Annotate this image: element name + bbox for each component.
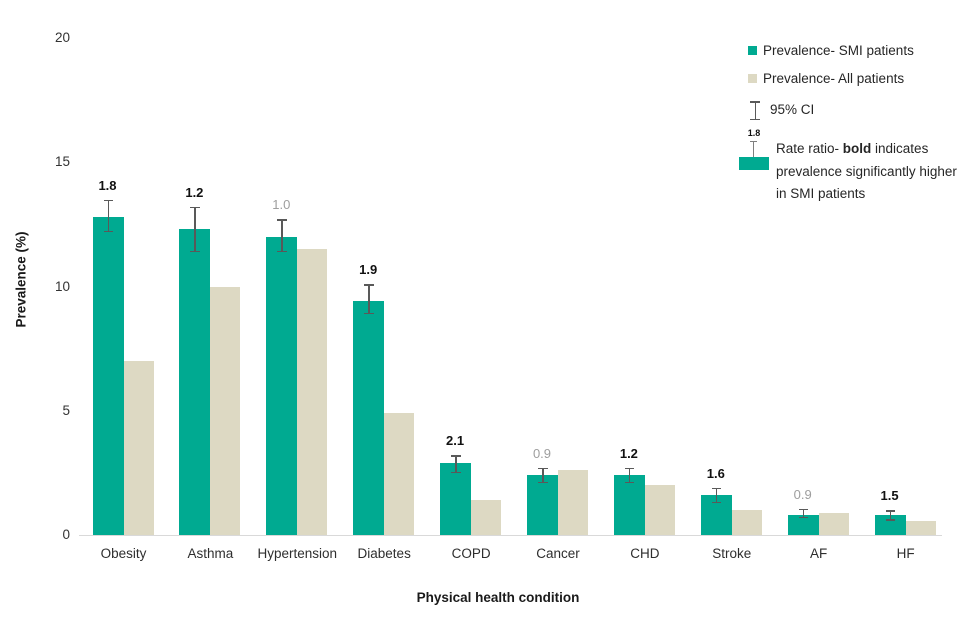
bar-all-obesity [123,361,154,535]
ci-label: 95% CI [770,102,815,117]
error-bar-cap-top [451,455,461,457]
legend-item-all: Prevalence- All patients [748,71,904,86]
bar-all-hf [905,521,936,535]
error-bar-cap-bottom [277,250,287,253]
y-tick-label: 15 [54,154,70,170]
error-bar-cap-top [277,219,287,221]
error-bar-asthma [194,206,196,252]
error-bar-cap-bottom [451,471,461,474]
bar-all-asthma [210,286,241,535]
x-tick-label: Hypertension [257,546,338,561]
rate-ratio-note: Rate ratio- bold indicates prevalence si… [776,141,957,201]
error-bar-obesity [107,199,109,232]
bar-smi-asthma [179,229,211,535]
error-bar-cap-bottom [190,250,200,253]
x-tick-label: CHD [630,546,660,561]
error-bar-hf [889,510,892,521]
bar-smi-chd [613,475,645,535]
rate-ratio-example-value: 1.8 [747,128,761,138]
error-bar-cap-top [711,487,722,490]
error-bar-cap-top [624,467,635,470]
x-axis-title: Physical health condition [416,590,580,605]
bar-all-cancer [558,470,588,535]
error-bar-chd [628,467,631,483]
error-bar-cap-top [190,206,200,209]
error-bar-cancer [542,467,544,483]
error-bar-af [802,508,805,518]
bar-smi-hf [874,515,906,535]
bar-all-hypertension [297,249,328,535]
error-bar-cap-bottom [885,519,896,521]
error-bar-hypertension [281,219,283,252]
error-bar-diabetes [368,284,370,314]
rate-ratio-label: 1.2 [185,184,204,200]
rate-ratio-label: 1.0 [272,197,291,213]
bar-smi-diabetes [353,301,385,535]
bar-smi-cancer [527,475,558,535]
error-bar-cap-bottom [103,230,113,233]
rate-ratio-label: 2.1 [446,433,465,449]
y-axis-title: Prevalence (%) [13,231,29,328]
error-bar-cap-bottom [538,481,548,484]
x-tick-label: HF [896,546,915,561]
legend-item-label: Prevalence- All patients [763,71,905,86]
error-bar-cap-bottom [624,481,635,484]
error-bar-copd [455,455,457,473]
error-bar-cap-top [798,508,809,511]
bar-all-chd [644,485,675,535]
error-bar-cap-top [538,467,548,470]
x-tick-label: Diabetes [357,546,411,561]
x-tick-label: Stroke [712,546,752,561]
error-bar-stroke [715,487,718,503]
rate-ratio-label: 1.8 [98,177,117,193]
bar-all-af [818,512,849,535]
bar-smi-copd [440,462,472,535]
bar-all-stroke [731,510,762,535]
bar-all-copd [471,500,502,535]
mini-bar-icon [739,157,769,170]
bar-smi-af [787,515,819,535]
bar-all-diabetes [384,413,415,535]
rate-ratio-label: 1.9 [359,262,378,277]
x-axis-line [79,535,942,536]
x-tick-label: Asthma [187,546,234,561]
y-tick-label: 20 [54,30,70,45]
y-tick-label: 10 [54,278,70,294]
x-tick-label: COPD [451,546,491,561]
x-tick-label: Obesity [100,546,147,561]
x-tick-label: AF [810,546,828,561]
legend-item-smi: Prevalence- SMI patients [748,43,914,58]
error-bar-cap-top [885,510,896,512]
rate-ratio-label: 1.2 [619,445,638,461]
rate-ratio-label: 0.9 [793,486,812,502]
error-bar-cap-bottom [364,312,374,315]
error-bar-cap-top [364,284,374,286]
legend-item-label: Prevalence- SMI patients [763,43,914,58]
rate-ratio-label: 1.6 [706,465,725,481]
error-bar-cap-bottom [798,516,809,519]
all-series-swatch [748,74,757,83]
y-tick-label: 5 [62,402,70,418]
bar-smi-obesity [92,216,124,535]
error-bar-cap-bottom [711,501,722,504]
rate-ratio-example-icon: 1.8 [738,128,770,172]
legend-item-ci: 95% CI [770,102,814,117]
rate-ratio-label: 1.5 [880,488,899,504]
error-bar-icon [750,101,760,120]
bar-smi-hypertension [266,236,298,535]
error-bar-cap-top [103,199,113,202]
y-tick-label: 0 [62,527,70,542]
x-tick-label: Cancer [536,546,580,561]
smi-series-swatch [748,46,757,55]
rate-ratio-label: 0.9 [532,445,552,461]
